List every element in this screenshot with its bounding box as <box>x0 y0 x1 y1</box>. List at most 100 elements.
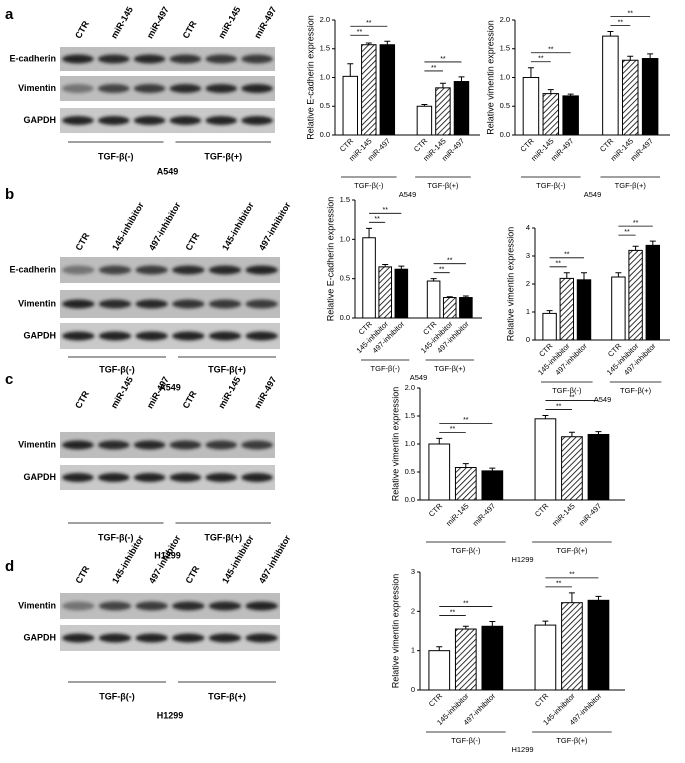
error-bar <box>430 278 437 282</box>
row-label: GAPDH <box>23 115 56 125</box>
error-bar <box>568 592 575 603</box>
blot-band <box>97 440 130 450</box>
significance-label: ** <box>633 220 639 227</box>
row-label: E-cadherin <box>9 53 56 63</box>
error-bar <box>547 89 554 94</box>
lane-label: miR-145 <box>216 375 242 410</box>
group-label: TGF-β(-) <box>451 736 481 745</box>
blot-band <box>172 265 205 275</box>
blot-strip <box>60 47 275 71</box>
cell-line: A549 <box>159 382 181 392</box>
blot-band <box>97 473 130 482</box>
y-tick-label: 1.0 <box>405 439 415 448</box>
bar <box>576 279 592 341</box>
group-label: TGF-β(-) <box>354 181 384 190</box>
x-tick-label: CTR <box>533 691 551 709</box>
y-tick-label: 0 <box>411 685 415 694</box>
blot-strip <box>60 290 280 318</box>
blot-band <box>98 331 132 341</box>
panel-label: b <box>5 186 14 203</box>
bar <box>426 280 441 319</box>
blot-band <box>241 116 273 125</box>
error-bar <box>632 245 639 251</box>
error-bar <box>446 296 453 298</box>
blot-band <box>172 299 205 309</box>
blot-band <box>205 116 238 125</box>
group-label: TGF-β(+) <box>620 386 652 395</box>
significance-label: ** <box>440 56 446 63</box>
y-tick-label: 1.0 <box>320 72 330 81</box>
blot-band <box>205 84 238 93</box>
significance-label: ** <box>555 261 561 268</box>
y-axis-label: Relative vimentin expression <box>390 387 400 502</box>
blot-band <box>98 265 132 275</box>
blot-band <box>172 331 205 341</box>
y-tick-label: 0.5 <box>500 101 510 110</box>
x-tick-label: miR-497 <box>577 501 603 527</box>
row-label: Vimentin <box>18 298 56 308</box>
error-bar <box>595 431 602 435</box>
x-tick-label: CTR <box>427 691 445 709</box>
bar <box>454 467 477 501</box>
y-tick-label: 2 <box>526 279 530 288</box>
blot-band <box>135 265 168 275</box>
y-tick-label: 1.5 <box>320 44 330 53</box>
bar <box>454 628 477 691</box>
lane-label: CTR <box>73 389 91 410</box>
y-tick-label: 1.5 <box>500 44 510 53</box>
panel-label: d <box>5 558 14 575</box>
blot-band <box>135 331 168 341</box>
significance-label: ** <box>450 426 456 433</box>
bar <box>416 105 433 136</box>
blot-band <box>135 299 168 309</box>
error-bar <box>398 265 405 270</box>
bar <box>534 624 557 691</box>
bar <box>361 44 377 136</box>
blot-band <box>208 299 242 309</box>
row-label: GAPDH <box>23 632 56 642</box>
significance-label: ** <box>556 403 562 410</box>
significance-label: ** <box>450 609 456 616</box>
bar <box>602 35 619 136</box>
y-tick-label: 0.0 <box>500 130 510 139</box>
bar <box>362 237 376 319</box>
error-bar <box>489 621 496 627</box>
error-bar <box>382 264 389 267</box>
error-bar <box>436 437 443 444</box>
bar <box>342 75 358 136</box>
cell-line: A549 <box>584 190 602 199</box>
significance-label: ** <box>357 29 363 36</box>
error-bar <box>365 42 372 45</box>
y-axis-label: Relative vimentin expression <box>485 20 495 135</box>
group-label: TGF-β(+) <box>208 691 246 701</box>
error-bar <box>462 295 469 298</box>
error-bar <box>384 40 391 45</box>
bar <box>587 599 610 691</box>
significance-label: ** <box>366 20 372 27</box>
cell-line: H1299 <box>154 550 181 560</box>
error-bar <box>527 67 534 78</box>
blot-strip <box>60 108 275 133</box>
error-bar <box>542 414 549 419</box>
error-bar <box>489 467 496 471</box>
significance-label: ** <box>538 56 544 63</box>
error-bar <box>458 76 465 82</box>
blot-band <box>208 633 242 643</box>
blot-band <box>97 116 130 125</box>
group-label: TGF-β(-) <box>536 181 566 190</box>
group-label: TGF-β(-) <box>99 691 134 701</box>
blot-strip <box>60 76 275 101</box>
bar <box>459 297 473 319</box>
blot-band <box>205 440 238 450</box>
blot-band <box>245 633 278 643</box>
bar <box>394 268 409 319</box>
blot-band <box>62 265 95 275</box>
lane-label: miR-497 <box>145 5 171 40</box>
error-bar <box>649 240 656 246</box>
row-label: Vimentin <box>18 600 56 610</box>
group-label: TGF-β(+) <box>204 532 242 542</box>
blot-band <box>241 84 273 93</box>
group-label: TGF-β(-) <box>98 151 133 161</box>
lane-label: CTR <box>73 564 91 585</box>
error-bar <box>462 625 469 630</box>
